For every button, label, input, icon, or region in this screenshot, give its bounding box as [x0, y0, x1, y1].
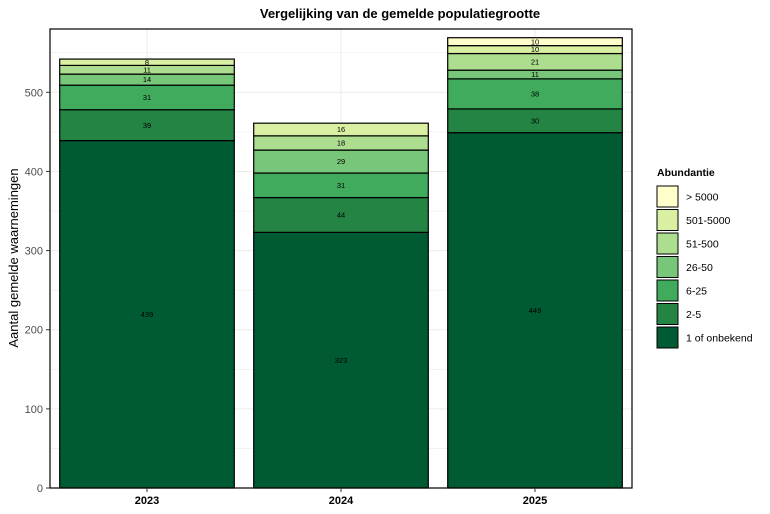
legend-label: 501-5000 [686, 215, 731, 227]
legend-swatch [656, 232, 679, 255]
data-label: 18 [337, 139, 345, 148]
data-label: 8 [145, 58, 149, 67]
legend-label: 51-500 [686, 239, 719, 251]
x-tick-label: 2025 [523, 495, 547, 507]
x-tick-label: 2024 [329, 495, 354, 507]
legend-swatch [656, 303, 679, 325]
bar-segment [59, 58, 235, 67]
legend-label: 2-5 [686, 309, 701, 321]
data-label: 14 [143, 75, 151, 84]
data-label: 39 [143, 121, 151, 130]
data-label: 31 [337, 181, 345, 190]
bar-segment [253, 172, 429, 199]
legend-label: 1 of onbekend [686, 333, 753, 345]
data-label: 323 [335, 356, 348, 365]
legend-swatch [656, 279, 679, 302]
legend-swatch [656, 256, 679, 278]
legend-swatch [656, 209, 679, 231]
y-axis-label: Aantal gemelde waarnemingen [6, 168, 21, 347]
y-tick-label: 500 [25, 87, 43, 99]
data-label: 30 [531, 116, 539, 125]
data-label: 10 [531, 37, 539, 46]
legend-swatch [656, 326, 679, 349]
data-label: 11 [531, 70, 539, 79]
y-tick-label: 200 [25, 325, 43, 337]
data-label: 21 [531, 57, 539, 66]
bar-segment [253, 122, 429, 137]
data-label: 31 [143, 93, 151, 102]
data-label: 44 [337, 211, 345, 220]
x-tick-label: 2023 [135, 495, 159, 507]
bar-segment [447, 78, 623, 110]
data-label: 10 [531, 45, 539, 54]
x-axis: 2023 2024 2025 [135, 488, 547, 507]
bar-segment [447, 37, 623, 47]
y-tick-label: 300 [25, 246, 43, 258]
bar-segment [447, 132, 623, 489]
data-label: 38 [531, 89, 539, 98]
data-label: 449 [529, 306, 542, 315]
data-label: 29 [337, 157, 345, 166]
bar-segment [253, 196, 429, 233]
bar-segment [59, 139, 235, 489]
legend: Abundantie > 5000 501-5000 51-500 26-50 6-25… [656, 167, 753, 349]
y-tick-label: 400 [25, 166, 43, 178]
legend-label: > 5000 [686, 192, 719, 204]
legend-label: 6-25 [686, 286, 707, 298]
data-label: 16 [337, 125, 345, 134]
legend-label: 26-50 [686, 262, 713, 274]
legend-title: Abundantie [657, 167, 715, 179]
y-tick-label: 100 [25, 404, 43, 416]
legend-swatch [656, 185, 679, 208]
bar-segment [59, 109, 235, 142]
y-axis: 0 100 200 300 400 500 [25, 87, 50, 495]
chart-title: Vergelijking van de gemelde populatiegro… [260, 6, 540, 21]
data-label: 439 [141, 310, 154, 319]
data-label: 11 [143, 65, 151, 74]
y-tick-label: 0 [37, 483, 43, 495]
bar-segment [253, 231, 429, 489]
